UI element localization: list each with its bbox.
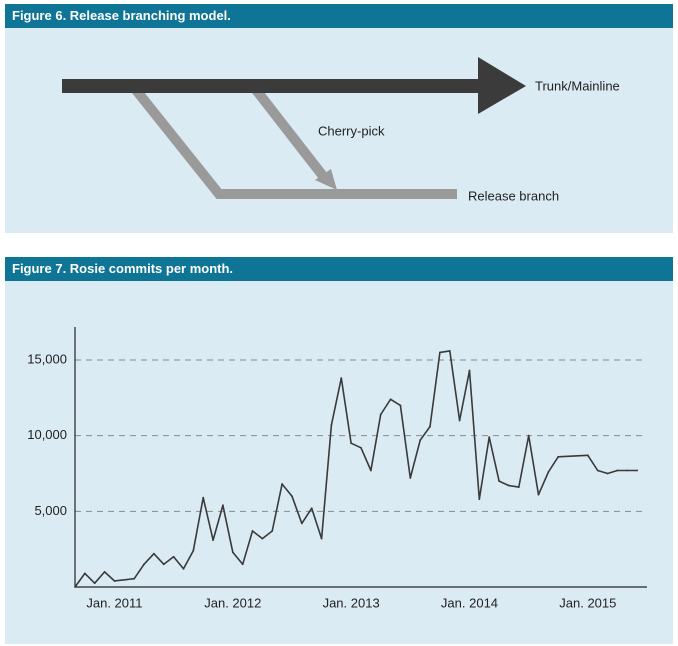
- data-point: [419, 439, 422, 442]
- figure6-title: Figure 6. Release branching model.: [5, 4, 673, 28]
- x-tick-label: Jan. 2015: [559, 595, 616, 610]
- branching-diagram: Trunk/Mainline Cherry-pick Release branc…: [62, 57, 620, 203]
- data-point: [547, 471, 550, 473]
- commits-series-line: [74, 350, 638, 588]
- release-branch-label: Release branch: [468, 188, 559, 203]
- data-point: [261, 537, 264, 540]
- x-tick-label: Jan. 2013: [323, 595, 380, 610]
- data-point: [212, 539, 214, 541]
- data-point: [310, 507, 313, 510]
- data-point: [103, 570, 106, 573]
- data-point: [113, 580, 116, 582]
- data-point: [478, 498, 481, 501]
- data-point: [369, 469, 372, 472]
- data-point: [300, 522, 303, 525]
- y-tick-label: 15,000: [27, 351, 67, 366]
- data-point: [438, 351, 441, 354]
- x-tick-label: Jan. 2012: [204, 595, 261, 610]
- figure6-panel: Figure 6. Release branching model. Trunk…: [5, 4, 673, 233]
- data-point: [586, 454, 589, 457]
- figure7-panel: Figure 7. Rosie commits per month. 5,000…: [5, 257, 673, 644]
- data-point: [448, 349, 451, 352]
- data-point: [231, 551, 234, 554]
- data-point: [527, 434, 530, 437]
- cherry-pick-label: Cherry-pick: [318, 123, 385, 138]
- data-point: [281, 483, 284, 485]
- data-point: [320, 537, 323, 540]
- data-point: [389, 398, 392, 401]
- data-point: [596, 469, 599, 472]
- data-point: [222, 504, 224, 507]
- data-point: [537, 493, 540, 496]
- data-point: [409, 477, 412, 479]
- data-point: [291, 495, 293, 498]
- cherry-pick-arrow-shaft: [249, 82, 327, 180]
- data-point: [152, 552, 155, 555]
- x-tick-label: Jan. 2011: [86, 595, 142, 610]
- data-point: [429, 425, 431, 428]
- trunk-arrowhead: [478, 57, 526, 114]
- data-point: [330, 424, 333, 426]
- data-point: [626, 469, 629, 472]
- data-point: [488, 436, 491, 439]
- y-tick-label: 10,000: [27, 427, 67, 442]
- data-point: [93, 582, 96, 585]
- x-tick-label: Jan. 2014: [441, 595, 498, 610]
- data-point: [271, 530, 274, 532]
- data-point: [74, 586, 76, 588]
- commits-line-chart: 5,000 10,000 15,000 Jan. 2011 Jan. 2012 Jan.…: [27, 327, 647, 610]
- data-point: [636, 469, 639, 472]
- data-point: [517, 486, 520, 489]
- data-point: [251, 530, 254, 532]
- data-point: [202, 496, 205, 499]
- data-point: [83, 572, 86, 575]
- trunk-line: [62, 79, 482, 93]
- y-tick-label: 5,000: [34, 503, 67, 518]
- data-point: [458, 419, 461, 422]
- data-point: [498, 480, 500, 482]
- data-point: [192, 549, 195, 552]
- data-point: [468, 369, 471, 372]
- figure7-title: Figure 7. Rosie commits per month.: [5, 257, 673, 281]
- data-point: [143, 563, 145, 566]
- data-point: [508, 484, 510, 487]
- data-point: [379, 413, 382, 416]
- data-point: [241, 563, 244, 566]
- data-point: [616, 469, 619, 472]
- data-point: [162, 563, 165, 566]
- data-point: [606, 472, 609, 475]
- data-point: [340, 377, 343, 380]
- data-point: [557, 455, 560, 458]
- data-point: [133, 577, 136, 580]
- data-point: [350, 442, 353, 445]
- data-point: [360, 446, 362, 449]
- data-point: [399, 404, 402, 407]
- release-branch-line: [132, 86, 457, 199]
- data-point: [172, 555, 175, 558]
- cherry-pick-arrowhead: [315, 169, 337, 190]
- trunk-label: Trunk/Mainline: [535, 78, 620, 93]
- data-point: [182, 567, 185, 570]
